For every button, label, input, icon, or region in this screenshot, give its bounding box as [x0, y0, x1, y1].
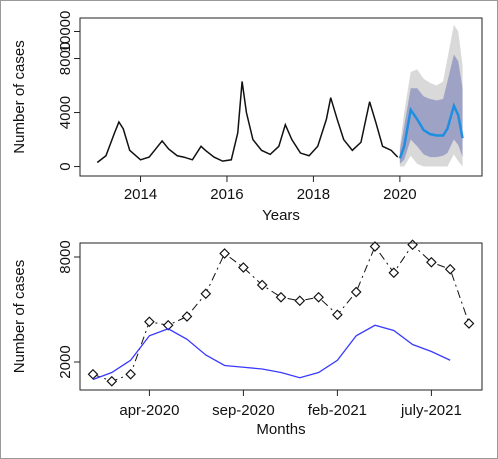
series-line [92, 324, 451, 381]
x-tick-label: 2016 [210, 186, 243, 203]
x-axis-label: Years [262, 207, 300, 224]
diamond-marker [369, 241, 381, 252]
diamond-marker [463, 318, 475, 329]
diamond-marker [200, 288, 212, 300]
diamond-marker [444, 263, 456, 275]
x-tick-label: 2020 [383, 186, 416, 203]
diamond-marker [181, 311, 193, 322]
x-tick-label: 2014 [124, 186, 157, 203]
diamond-marker [426, 256, 437, 268]
diamond-marker [125, 368, 136, 380]
y-tick-label: 8000 [57, 42, 74, 75]
diamond-marker [144, 316, 155, 328]
plot-frame [79, 242, 483, 391]
diamond-marker [238, 262, 249, 273]
diamond-marker [87, 368, 99, 380]
diamond-marker [275, 291, 287, 303]
diamond-marker [388, 267, 400, 279]
interval-band [399, 54, 463, 164]
y-tick-label: 8000 [57, 240, 74, 273]
y-axis-label: Number of cases [11, 260, 28, 373]
plot-frame [79, 17, 483, 177]
x-tick-label: 2018 [297, 186, 330, 203]
x-tick-label: apr-2020 [119, 402, 179, 419]
diamond-marker [162, 319, 174, 331]
y-tick-label: 0 [57, 162, 74, 170]
series-line [96, 81, 399, 164]
x-axis-label: Months [256, 421, 305, 438]
series-line [398, 102, 464, 159]
y-tick-label: 10000 [57, 11, 74, 53]
diamond-marker [294, 295, 306, 307]
diamond-marker [106, 375, 118, 387]
x-tick-label: sep-2020 [212, 402, 275, 419]
diamond-marker [219, 248, 230, 259]
y-tick-label: 4000 [57, 96, 74, 129]
diamond-marker [332, 309, 343, 321]
x-tick-label: feb-2021 [308, 402, 367, 419]
y-axis-label: Number of cases [11, 40, 28, 153]
x-tick-label: july-2021 [400, 402, 462, 419]
series-line [92, 243, 470, 382]
diamond-marker [350, 286, 362, 298]
y-tick-label: 2000 [57, 345, 74, 378]
diamond-marker [256, 279, 268, 291]
diamond-marker [313, 291, 324, 303]
